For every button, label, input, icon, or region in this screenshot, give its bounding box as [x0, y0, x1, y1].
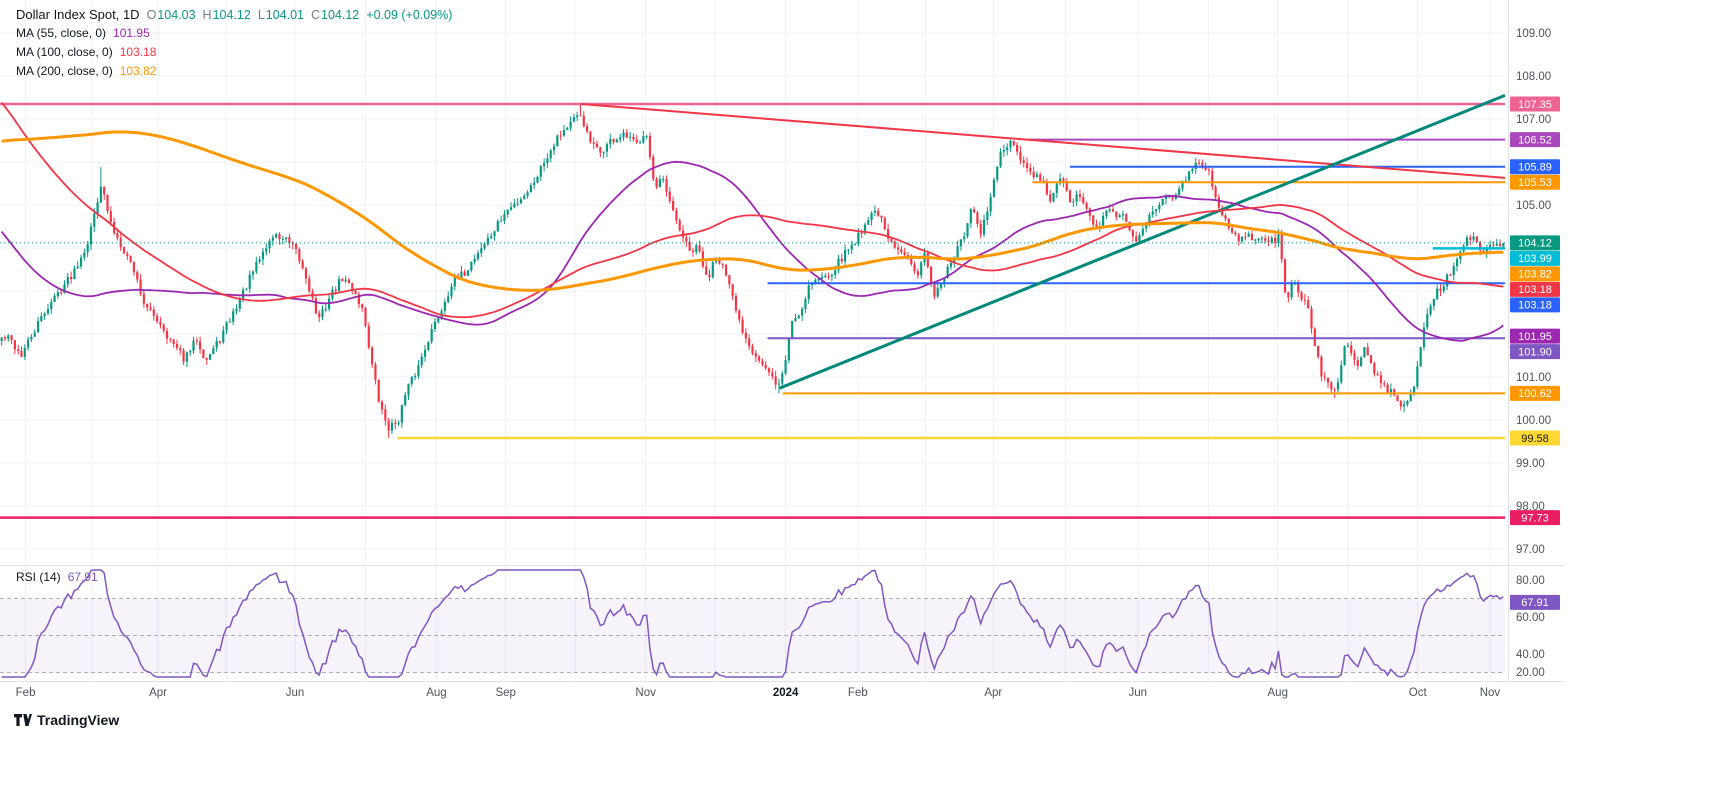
indicator-label: MA (200, close, 0) — [16, 64, 113, 78]
svg-text:97.73: 97.73 — [1521, 512, 1549, 524]
indicator-value: 103.18 — [119, 45, 157, 59]
ma-100-line[interactable] — [0, 102, 1504, 319]
ascending-trendline[interactable] — [779, 93, 1506, 390]
svg-text:108.00: 108.00 — [1516, 71, 1551, 83]
symbol-legend-row[interactable]: Dollar Index Spot, 1D O104.03 H104.12 L104.… — [16, 5, 452, 24]
svg-text:104.12: 104.12 — [1518, 238, 1552, 250]
svg-text:103.18: 103.18 — [1518, 300, 1552, 312]
ohlc-key: L — [257, 8, 265, 22]
rsi-band — [0, 598, 1505, 673]
axis-price-tag: 105.53 — [1510, 174, 1560, 190]
ma-200-line[interactable] — [1, 130, 1504, 292]
ohlc-values: O104.03 H104.12 L104.01 C104.12 — [140, 7, 360, 22]
svg-text:103.18: 103.18 — [1518, 284, 1552, 296]
indicator-legend-row[interactable]: MA (55, close, 0) 101.95 — [16, 24, 452, 43]
time-axis-labels: Feb Apr Jun Aug Sep Nov 2024 Feb Apr Jun Aug Oct Nov — [16, 687, 1501, 699]
symbol-legend[interactable]: Dollar Index Spot, 1D O104.03 H104.12 L104.… — [16, 5, 452, 81]
ohlc-value: 104.12 — [212, 8, 251, 22]
axis-price-tag: 103.99 — [1510, 250, 1560, 266]
rsi-value-tag: 67.91 — [1510, 594, 1560, 610]
indicator-value: 103.82 — [119, 64, 157, 78]
ohlc-value: 104.01 — [265, 8, 304, 22]
svg-text:Apr: Apr — [149, 687, 167, 699]
rsi-line[interactable] — [1, 569, 1504, 678]
svg-text:Feb: Feb — [848, 687, 868, 699]
svg-text:98.00: 98.00 — [1516, 501, 1545, 513]
svg-text:20.00: 20.00 — [1516, 667, 1545, 679]
svg-text:103.82: 103.82 — [1518, 269, 1552, 281]
svg-text:Nov: Nov — [635, 687, 656, 699]
svg-text:Oct: Oct — [1409, 687, 1428, 699]
svg-text:67.91: 67.91 — [1521, 597, 1549, 609]
svg-text:Feb: Feb — [16, 687, 36, 699]
change-value: +0.09 (+0.09%) — [366, 8, 453, 22]
svg-text:103.99: 103.99 — [1518, 253, 1552, 265]
indicator-legend-rows: MA (55, close, 0) 101.95 MA (100, close, 0… — [16, 24, 452, 81]
indicator-legend-row[interactable]: MA (200, close, 0) 103.82 — [16, 62, 452, 81]
svg-text:Jun: Jun — [1129, 687, 1148, 699]
price-axis-labels: 109.00 108.00 107.00 105.00 101.00 100.00 99.0… — [1516, 28, 1551, 679]
indicator-legend-row[interactable]: MA (100, close, 0) 103.18 — [16, 43, 452, 62]
rsi-legend[interactable]: RSI (14) 67.91 — [16, 570, 98, 584]
ohlc-value: 104.03 — [157, 8, 196, 22]
svg-text:107.00: 107.00 — [1516, 114, 1551, 126]
axis-price-tag: 103.18 — [1510, 297, 1560, 313]
svg-text:Sep: Sep — [495, 687, 515, 699]
gridlines — [0, 0, 1505, 681]
svg-text:101.95: 101.95 — [1518, 331, 1552, 343]
axis-price-tag: 97.73 — [1510, 510, 1560, 526]
svg-text:105.00: 105.00 — [1516, 200, 1551, 212]
svg-text:100.00: 100.00 — [1516, 415, 1551, 427]
indicator-label: MA (100, close, 0) — [16, 45, 113, 59]
svg-text:105.53: 105.53 — [1518, 177, 1552, 189]
rsi-label[interactable]: RSI (14) — [16, 570, 61, 584]
tradingview-logo[interactable]: TradingView — [14, 712, 119, 728]
symbol-title[interactable]: Dollar Index Spot, 1D — [16, 7, 140, 22]
svg-text:97.00: 97.00 — [1516, 544, 1545, 556]
indicator-label: MA (55, close, 0) — [16, 26, 107, 40]
svg-text:107.35: 107.35 — [1518, 99, 1552, 111]
ohlc-key: H — [202, 8, 212, 22]
svg-text:106.52: 106.52 — [1518, 134, 1552, 146]
descending-trendline[interactable] — [580, 102, 1506, 179]
axis-price-tag: 99.58 — [1510, 430, 1560, 446]
axis-price-tag: 105.89 — [1510, 159, 1560, 175]
ohlc-value: 104.12 — [321, 8, 360, 22]
axis-price-tag: 103.18 — [1510, 281, 1560, 297]
svg-text:2024: 2024 — [773, 687, 799, 699]
svg-text:60.00: 60.00 — [1516, 612, 1545, 624]
svg-text:Jun: Jun — [286, 687, 305, 699]
horizontal-levels[interactable] — [0, 102, 1505, 519]
indicator-value: 101.95 — [113, 26, 150, 40]
axis-price-tag: 103.82 — [1510, 266, 1560, 282]
axis-price-tag: 106.52 — [1510, 132, 1560, 148]
svg-text:109.00: 109.00 — [1516, 28, 1551, 40]
svg-text:Aug: Aug — [426, 687, 446, 699]
svg-text:Nov: Nov — [1480, 687, 1501, 699]
svg-text:105.89: 105.89 — [1518, 162, 1552, 174]
axis-price-tag: 101.95 — [1510, 328, 1560, 344]
svg-text:99.00: 99.00 — [1516, 458, 1545, 470]
rsi-value: 67.91 — [67, 570, 98, 584]
svg-text:99.58: 99.58 — [1521, 433, 1549, 445]
ohlc-key: O — [146, 8, 157, 22]
ohlc-key: C — [311, 8, 321, 22]
svg-text:101.90: 101.90 — [1518, 346, 1552, 358]
svg-text:Aug: Aug — [1268, 687, 1288, 699]
tradingview-logo-icon — [14, 714, 32, 726]
axis-price-tag: 101.90 — [1510, 344, 1560, 360]
axis-price-tag: 104.12 — [1510, 235, 1560, 251]
svg-text:Apr: Apr — [984, 687, 1002, 699]
tradingview-logo-text: TradingView — [37, 712, 120, 728]
axis-price-tag: 107.35 — [1510, 96, 1560, 112]
svg-text:40.00: 40.00 — [1516, 649, 1545, 661]
svg-text:100.62: 100.62 — [1518, 388, 1552, 400]
svg-text:101.00: 101.00 — [1516, 372, 1551, 384]
axis-price-tag: 100.62 — [1510, 385, 1560, 401]
svg-text:80.00: 80.00 — [1516, 575, 1545, 587]
